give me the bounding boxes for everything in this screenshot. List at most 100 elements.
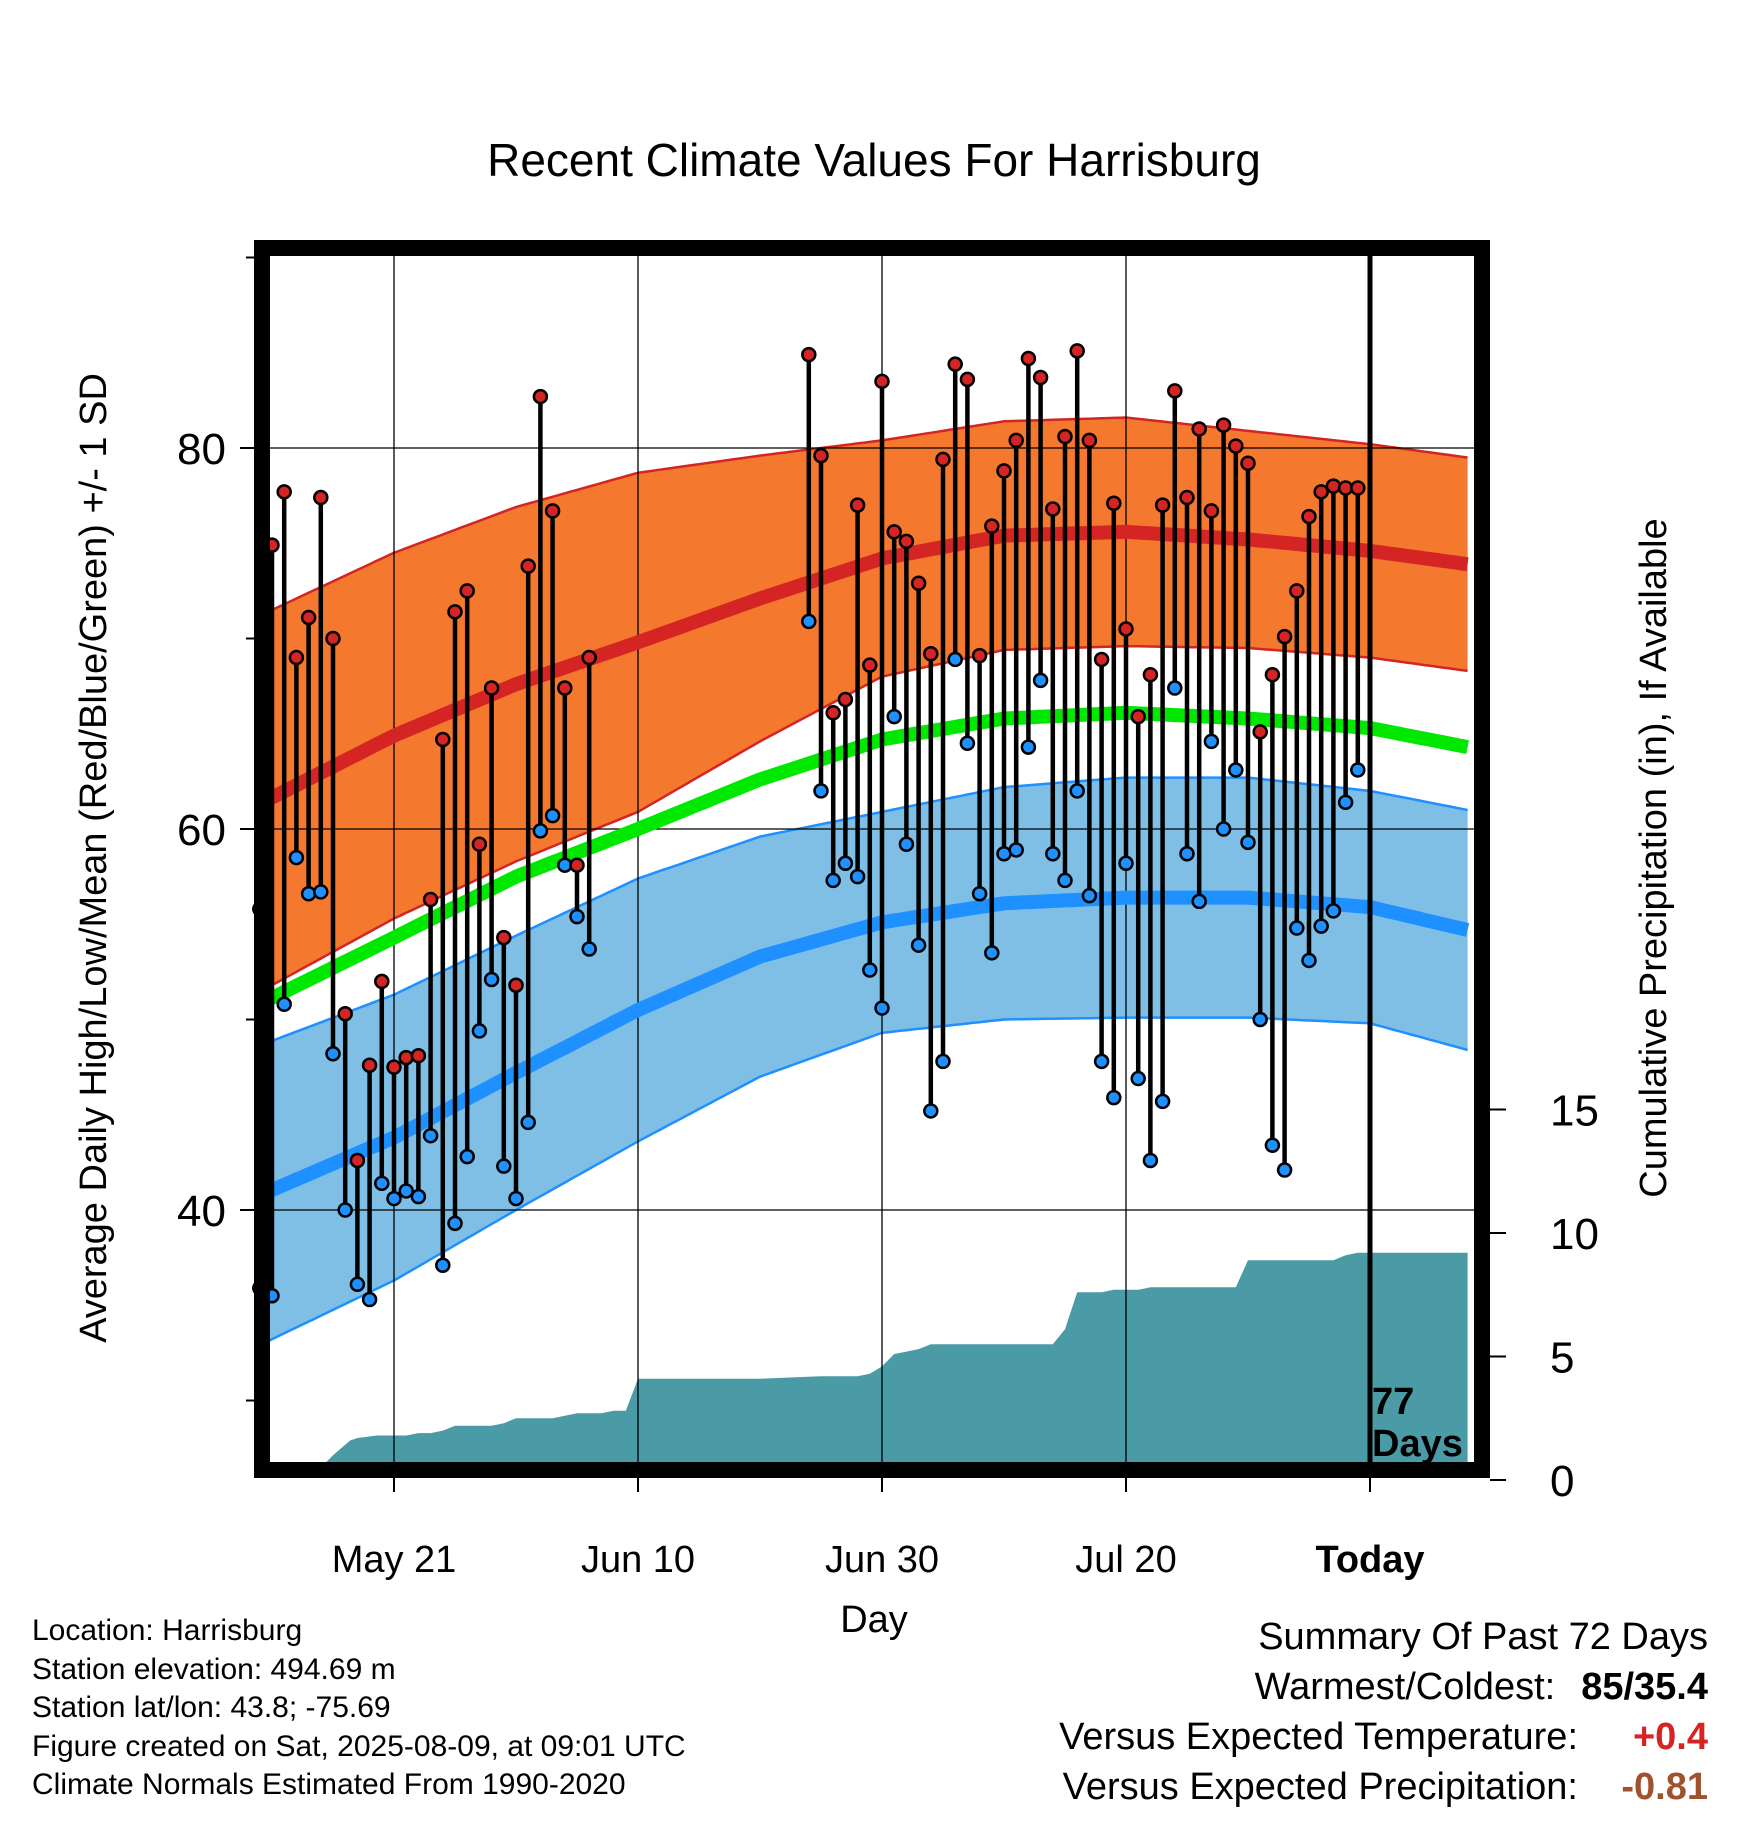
daily-high-point xyxy=(1325,478,1342,494)
daily-low-point xyxy=(471,1023,488,1039)
daily-high-point xyxy=(910,575,927,592)
daily-high-point xyxy=(520,558,536,574)
daily-high-point xyxy=(898,533,915,550)
daily-high-point xyxy=(1118,621,1134,637)
location-text: Location: Harrisburg xyxy=(32,1614,303,1647)
daily-high-point xyxy=(959,371,976,388)
daily-low-point xyxy=(862,962,878,978)
daily-low-point xyxy=(1081,887,1098,904)
daily-low-point xyxy=(569,908,585,925)
daily-low-point xyxy=(874,1000,890,1016)
daily-low-point xyxy=(410,1188,427,1205)
daily-high-point xyxy=(886,524,902,540)
warmest-label: Warmest/Coldest: xyxy=(1254,1666,1556,1708)
low-sd-band xyxy=(262,777,1468,1345)
daily-low-point xyxy=(1337,794,1354,811)
daily-low-point xyxy=(886,708,902,725)
daily-high-point xyxy=(1264,666,1281,683)
daily-high-point xyxy=(1301,508,1317,525)
daily-low-point xyxy=(1069,783,1085,799)
daily-low-point xyxy=(935,1053,951,1070)
daily-low-point xyxy=(1032,672,1049,689)
days-label-word: Days xyxy=(1372,1423,1463,1465)
y2-tick-label: 15 xyxy=(1550,1087,1599,1136)
daily-low-point xyxy=(1313,918,1329,934)
daily-low-point xyxy=(435,1257,451,1273)
daily-low-point xyxy=(313,884,329,900)
daily-high-point xyxy=(508,977,524,993)
daily-high-point xyxy=(1069,343,1085,359)
daily-low-point xyxy=(947,651,963,668)
daily-low-point xyxy=(1289,920,1305,936)
plot-frame xyxy=(254,240,1490,1478)
daily-high-point xyxy=(1154,497,1171,513)
daily-high-point xyxy=(1020,350,1037,367)
daily-high-point xyxy=(1106,495,1122,511)
daily-high-point xyxy=(300,609,317,626)
daily-low-point xyxy=(1191,893,1207,910)
daily-high-point xyxy=(1032,369,1049,386)
summary-warmest-row: Warmest/Coldest: 85/35.4 xyxy=(1059,1662,1708,1712)
daily-low-point xyxy=(508,1190,524,1207)
daily-low-point xyxy=(825,872,841,889)
daily-high-point xyxy=(1167,383,1183,399)
daily-high-point xyxy=(801,346,817,363)
daily-low-point xyxy=(910,937,927,953)
precip-label: Versus Expected Precipitation: xyxy=(1062,1766,1578,1808)
daily-low-point xyxy=(1057,872,1073,889)
daily-high-point xyxy=(1350,480,1366,496)
daily-low-point xyxy=(1179,846,1195,862)
daily-low-point xyxy=(1228,762,1244,778)
daily-low-point xyxy=(398,1183,414,1199)
summary-precip-row: Versus Expected Precipitation: -0.81 xyxy=(1059,1762,1708,1812)
latlon-text: Station lat/lon: 43.8; -75.69 xyxy=(32,1691,391,1724)
daily-high-point xyxy=(1289,583,1305,599)
daily-high-point xyxy=(337,1006,353,1022)
daily-high-point xyxy=(569,857,585,873)
daily-high-point xyxy=(1057,428,1073,445)
y-tick-label: 60 xyxy=(177,806,226,855)
daily-low-point xyxy=(1106,1089,1122,1106)
daily-high-point xyxy=(1313,484,1329,500)
high-band-upper-edge xyxy=(262,416,1468,616)
summary-panel: Summary Of Past 72 Days Warmest/Coldest:… xyxy=(1059,1612,1708,1812)
y2-tick-label: 0 xyxy=(1550,1457,1574,1506)
daily-low-point xyxy=(801,613,817,630)
daily-low-point xyxy=(276,996,292,1013)
summary-title: Summary Of Past 72 Days xyxy=(1258,1616,1708,1658)
daily-low-point xyxy=(1167,680,1183,696)
daily-low-point xyxy=(447,1215,463,1232)
x-tick-label: Jun 10 xyxy=(581,1539,695,1581)
daily-low-point xyxy=(374,1175,390,1192)
daily-high-point xyxy=(862,657,878,673)
daily-low-point xyxy=(496,1158,512,1174)
daily-high-point xyxy=(276,484,292,500)
temp-label: Versus Expected Temperature: xyxy=(1059,1716,1578,1758)
y2-tick-label: 5 xyxy=(1550,1334,1574,1383)
daily-high-point xyxy=(996,463,1012,479)
daily-high-point xyxy=(1276,628,1293,645)
daily-high-point xyxy=(1093,651,1110,668)
elevation-text: Station elevation: 494.69 m xyxy=(32,1652,396,1686)
warmest-value: 85/35.4 xyxy=(1581,1666,1708,1708)
daily-high-point xyxy=(581,649,597,666)
daily-high-point xyxy=(349,1152,366,1169)
days-label-number: 77 xyxy=(1372,1381,1414,1423)
daily-low-point xyxy=(1130,1070,1146,1087)
daily-high-point xyxy=(398,1049,414,1066)
precip-area xyxy=(262,1252,1468,1470)
daily-high-point xyxy=(1008,432,1024,449)
daily-high-point xyxy=(825,705,841,721)
daily-low-point xyxy=(1264,1137,1281,1153)
daily-low-point xyxy=(1252,1011,1268,1028)
y2-axis-label: Cumulative Precipitation (in), If Availa… xyxy=(1633,518,1675,1197)
daily-low-point xyxy=(1301,952,1317,969)
precip-value: -0.81 xyxy=(1621,1766,1708,1808)
x-axis-label: Day xyxy=(840,1599,908,1641)
x-tick-label: Jun 30 xyxy=(825,1539,939,1581)
x-tick-label: Today xyxy=(1315,1539,1424,1581)
daily-low-point xyxy=(386,1190,402,1207)
daily-low-point xyxy=(1203,733,1220,750)
daily-high-point xyxy=(947,356,963,372)
daily-low-point xyxy=(544,807,561,824)
